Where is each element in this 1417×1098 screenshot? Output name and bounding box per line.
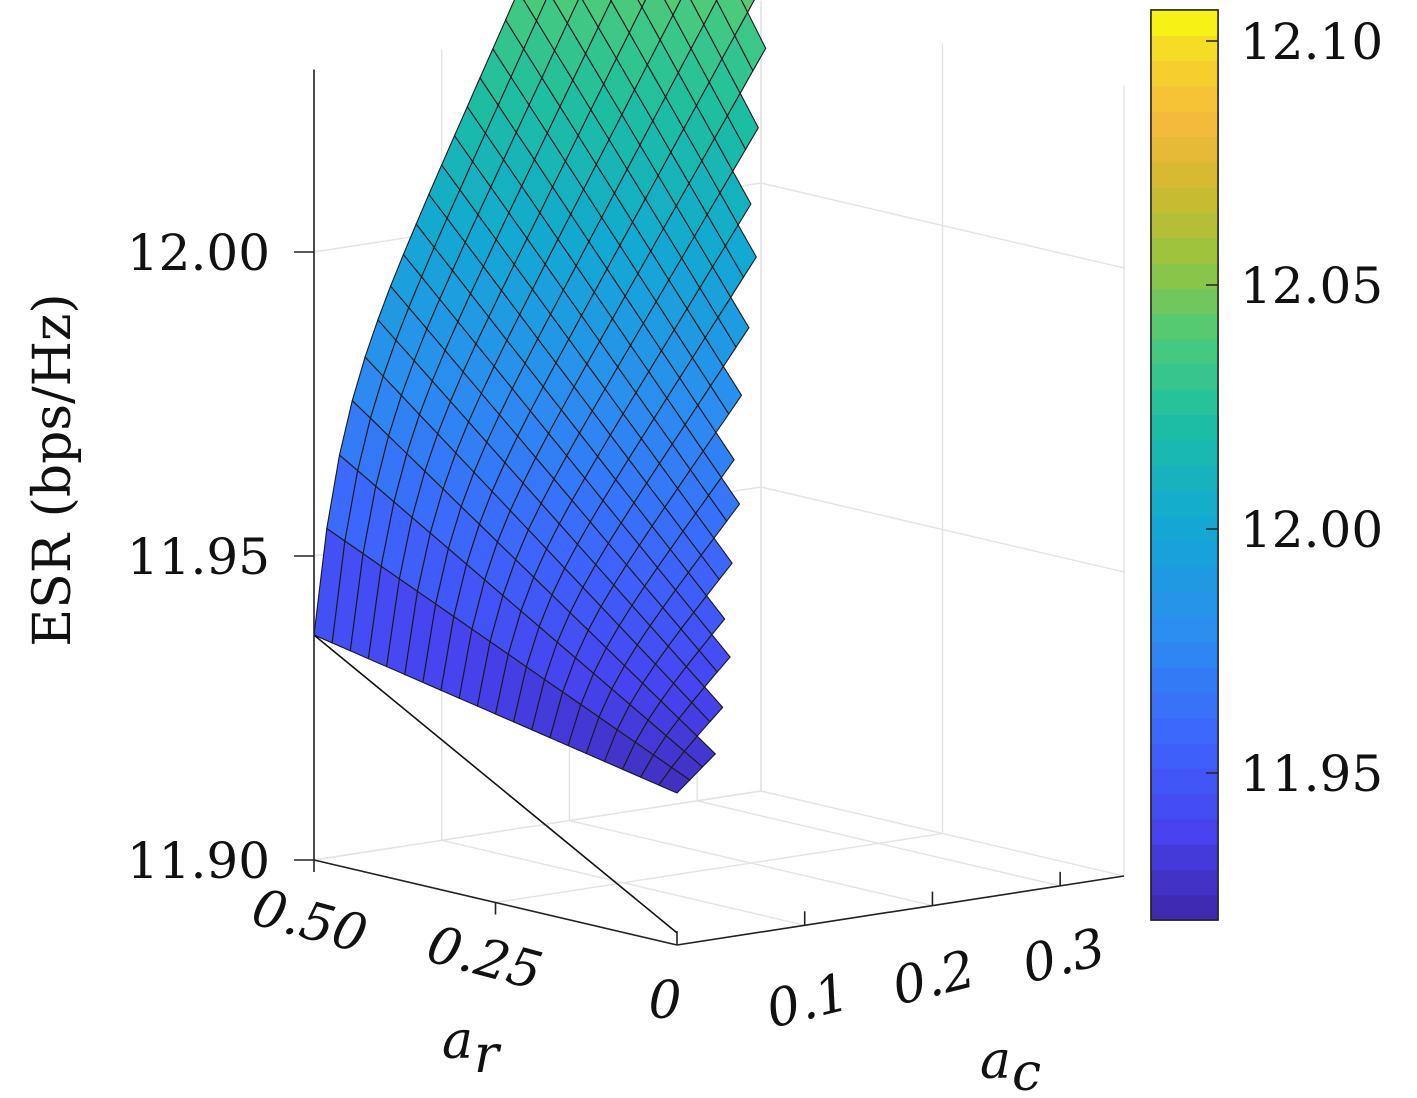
colorbar-band bbox=[1151, 743, 1218, 769]
colorbar-band bbox=[1151, 363, 1218, 390]
a-c-tick-label: 0 bbox=[648, 971, 681, 1031]
colorbar-band bbox=[1151, 717, 1218, 744]
surface-patch bbox=[724, 223, 757, 279]
colorbar-band bbox=[1151, 818, 1218, 845]
colorbar-band bbox=[1151, 793, 1218, 820]
colorbar-band bbox=[1151, 692, 1218, 719]
colorbar-band bbox=[1151, 161, 1218, 188]
surface-patch bbox=[637, 0, 647, 9]
colorbar-band bbox=[1151, 439, 1218, 466]
z-tick-label: 11.90 bbox=[127, 832, 270, 890]
colorbar-band bbox=[1151, 313, 1218, 340]
a-c-tick-label: 0.3 bbox=[1017, 917, 1112, 995]
colorbar-tick-label: 11.95 bbox=[1240, 745, 1383, 803]
grid-line bbox=[495, 832, 943, 904]
surface-patch bbox=[683, 735, 717, 768]
colorbar-band bbox=[1151, 186, 1218, 213]
colorbar-band bbox=[1151, 667, 1218, 694]
colorbar-band bbox=[1151, 212, 1218, 239]
colorbar-band bbox=[1151, 566, 1218, 592]
grid-line bbox=[313, 790, 762, 861]
a-c-label-sub: c bbox=[1012, 1043, 1041, 1098]
surface-patch bbox=[740, 0, 755, 14]
grid-line bbox=[760, 486, 1125, 573]
colorbar-tick-label: 12.00 bbox=[1240, 501, 1383, 559]
colorbar-band bbox=[1151, 338, 1218, 365]
surface-patch bbox=[693, 594, 726, 636]
surface-patch bbox=[726, 92, 759, 151]
colorbar-band bbox=[1151, 389, 1218, 416]
surface-patch bbox=[707, 476, 741, 523]
colorbar-band bbox=[1151, 35, 1218, 62]
colorbar-band bbox=[1151, 641, 1218, 668]
z-tick-label: 11.95 bbox=[127, 528, 270, 586]
a-r-tick-label: 0.25 bbox=[421, 915, 548, 1003]
a-r-axis-label: a r bbox=[442, 1011, 502, 1085]
colorbar-band bbox=[1151, 10, 1218, 36]
surface-patch bbox=[700, 537, 733, 581]
surface-patch bbox=[734, 11, 767, 72]
colorbar-band bbox=[1151, 591, 1218, 618]
colorbar-band bbox=[1151, 465, 1218, 491]
surface-edge bbox=[313, 634, 678, 934]
colorbar-band bbox=[1151, 490, 1218, 517]
colorbar-band bbox=[1151, 237, 1218, 264]
surface-patch bbox=[709, 365, 743, 415]
a-c-axis-line bbox=[676, 875, 1125, 946]
surface-patch bbox=[719, 170, 752, 226]
colorbar-band bbox=[1151, 768, 1218, 795]
colorbar-band bbox=[1151, 60, 1218, 87]
z-tick-label: 12.00 bbox=[127, 224, 270, 282]
a-r-axis-ticks: 0.50 0.25 bbox=[246, 878, 548, 1003]
z-axis-ticks: 11.90 11.95 12.00 bbox=[127, 224, 270, 890]
grid-line bbox=[760, 790, 1125, 877]
z-axis-label: ESR (bps/Hz) bbox=[23, 293, 83, 646]
colorbar-band bbox=[1151, 869, 1218, 896]
surface bbox=[313, 0, 767, 934]
colorbar-band bbox=[1151, 136, 1218, 163]
colorbar-bands bbox=[1150, 9, 1219, 921]
a-c-axis-label: a c bbox=[980, 1031, 1041, 1098]
colorbar-band bbox=[1151, 85, 1218, 112]
colorbar-band bbox=[1151, 894, 1218, 921]
axes bbox=[294, 69, 1125, 946]
colorbar-frame bbox=[1150, 9, 1219, 921]
colorbar-ticks bbox=[1206, 40, 1218, 774]
surface-patch bbox=[691, 686, 724, 723]
colorbar-band bbox=[1151, 288, 1218, 314]
colorbar-band bbox=[1151, 844, 1218, 871]
a-c-tick-label: 0.2 bbox=[887, 939, 982, 1017]
colorbar: 11.95 12.00 12.05 12.10 bbox=[1150, 9, 1383, 921]
surface-patch bbox=[698, 633, 731, 673]
colorbar-band bbox=[1151, 540, 1218, 567]
colorbar-band bbox=[1151, 616, 1218, 643]
surface-patch bbox=[717, 296, 750, 349]
a-c-label-base: a bbox=[980, 1031, 1011, 1091]
a-c-axis-ticks: 0 0.1 0.2 0.3 bbox=[648, 917, 1111, 1040]
grid-line bbox=[760, 182, 1125, 269]
colorbar-tick-label: 12.10 bbox=[1240, 13, 1383, 71]
a-r-label-base: a bbox=[442, 1011, 473, 1071]
a-r-tick-label: 0.50 bbox=[246, 878, 373, 966]
colorbar-tick-label: 12.05 bbox=[1240, 257, 1383, 315]
colorbar-band bbox=[1151, 111, 1218, 137]
a-c-tick-label: 0.1 bbox=[761, 962, 856, 1040]
a-r-label-sub: r bbox=[474, 1025, 502, 1085]
surface-patch bbox=[702, 431, 735, 479]
colorbar-band bbox=[1151, 414, 1218, 441]
surface-patch bbox=[664, 0, 682, 17]
